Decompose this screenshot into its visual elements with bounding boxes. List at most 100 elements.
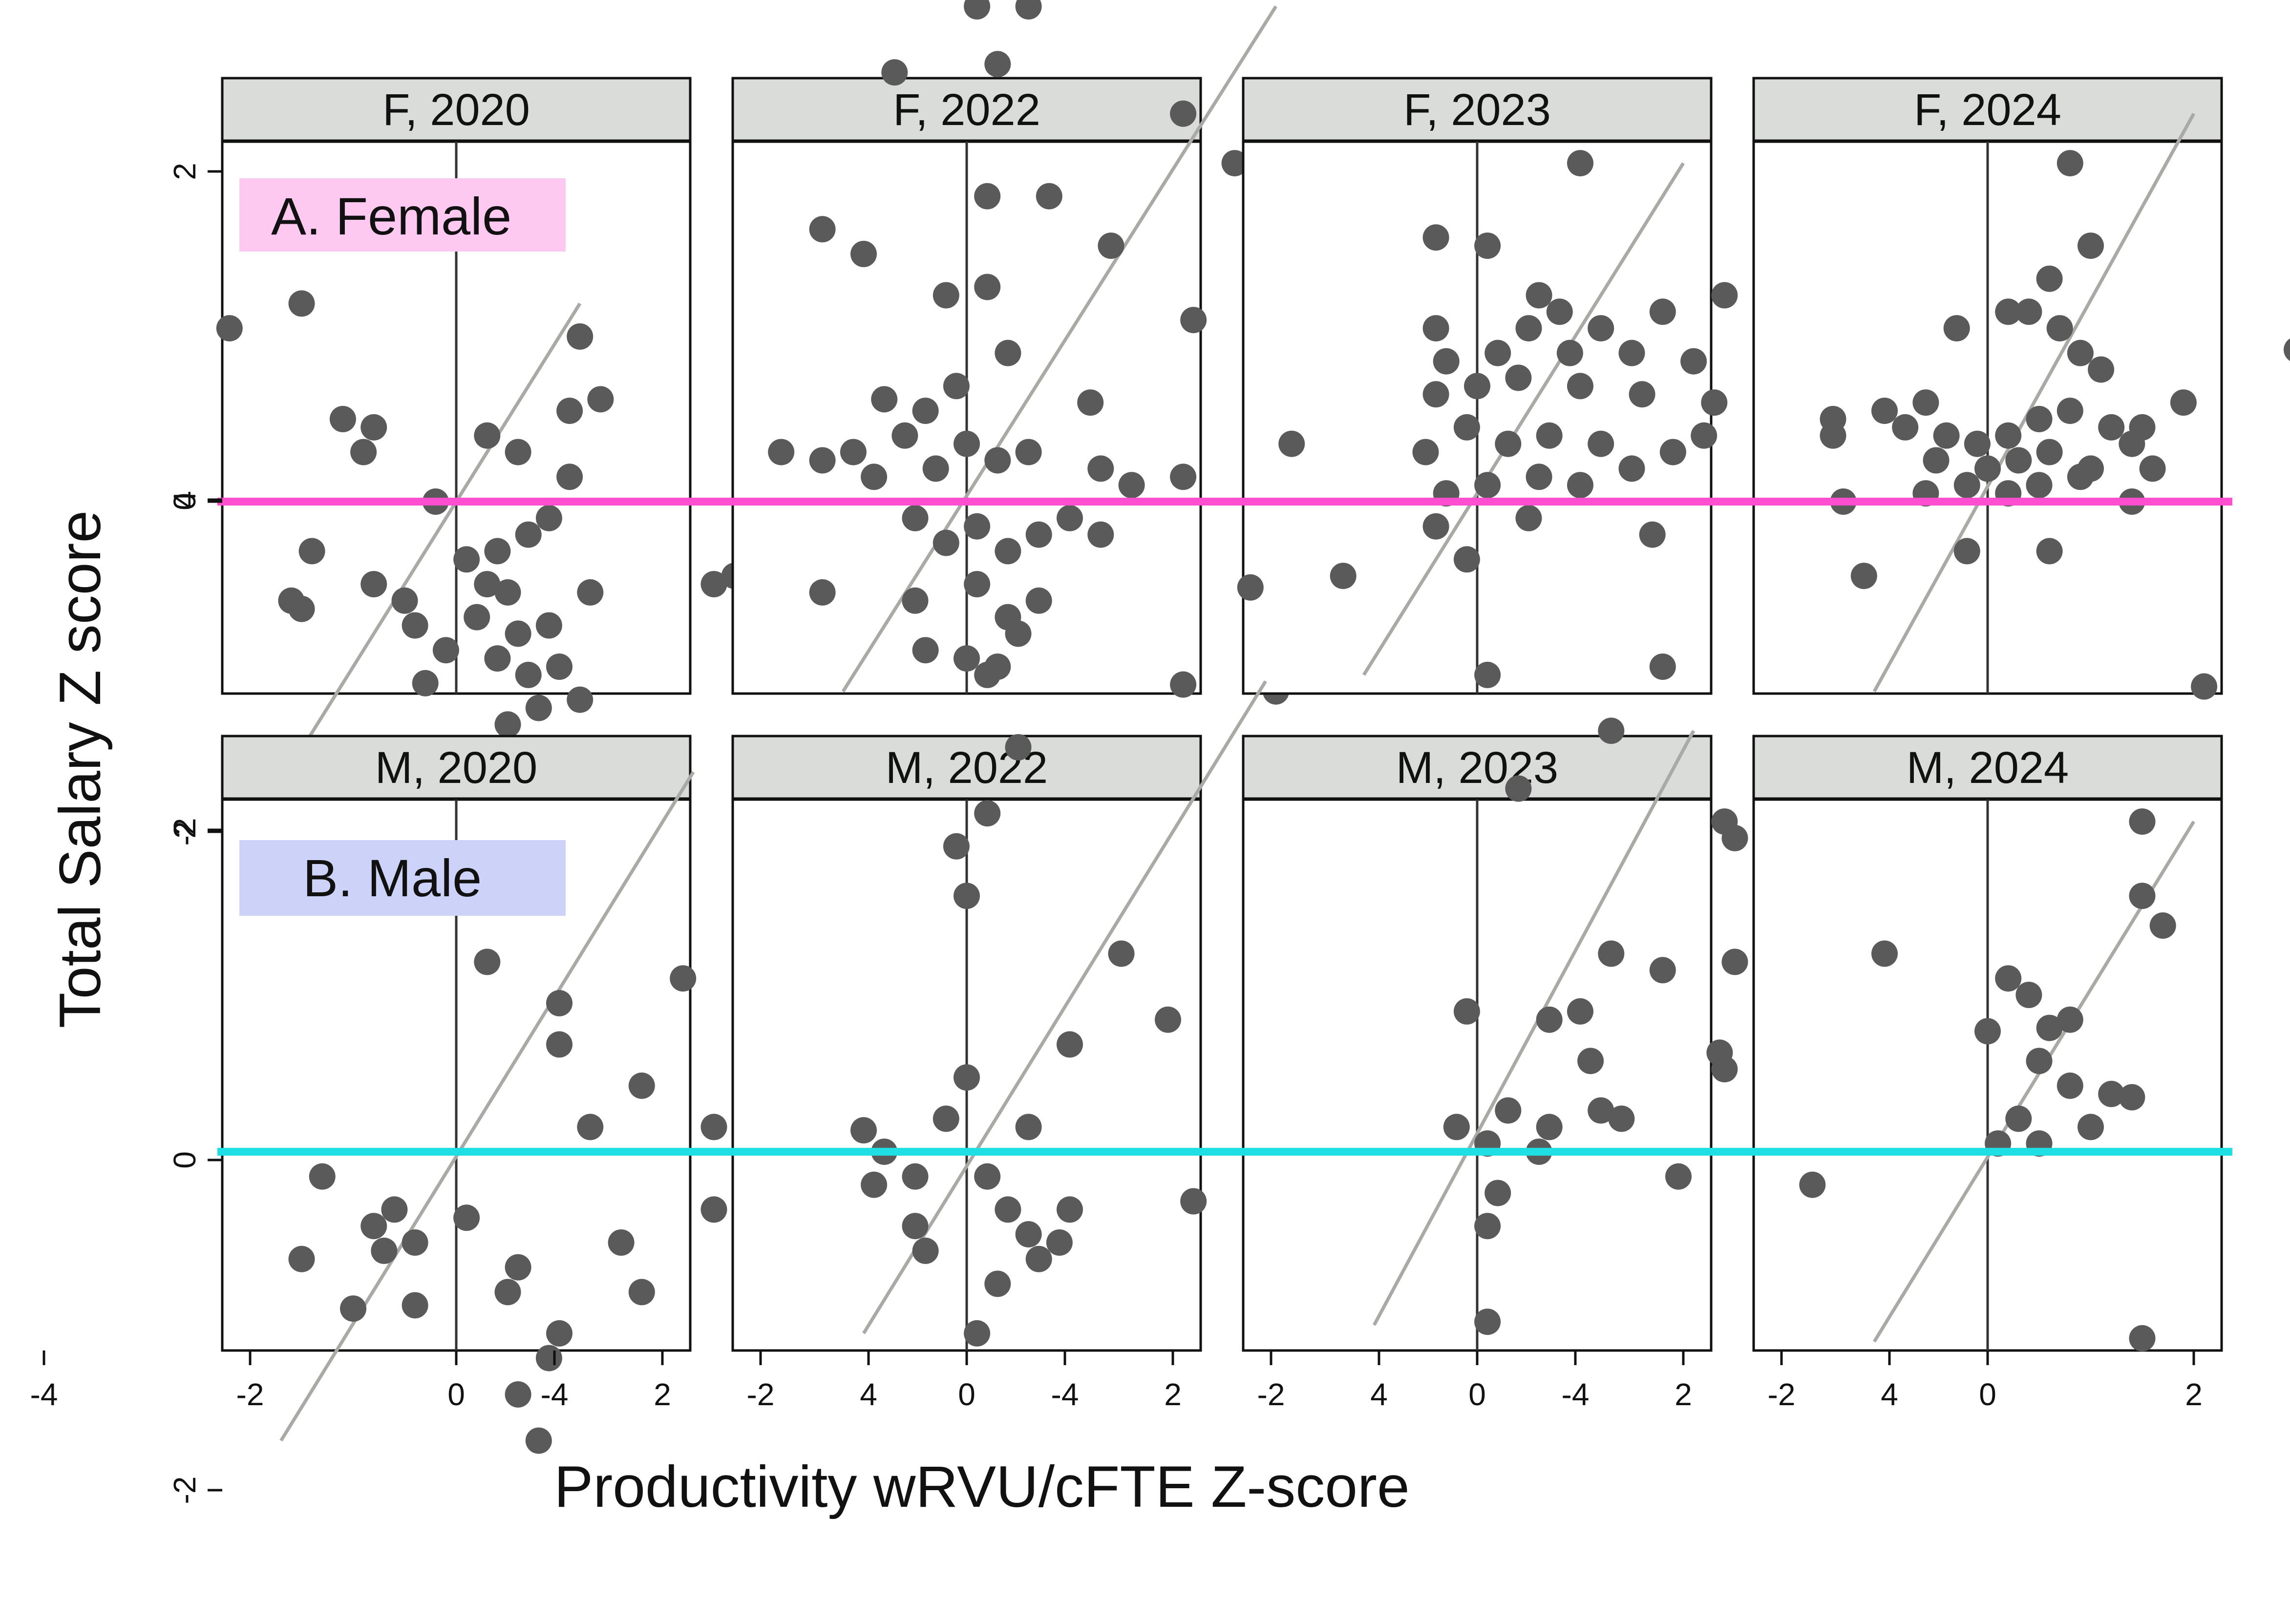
data-point <box>288 290 315 317</box>
data-point <box>412 670 439 696</box>
data-point <box>1850 563 1877 590</box>
data-point <box>1649 654 1676 680</box>
data-point <box>2036 1014 2063 1041</box>
x-tick-label: 0 <box>958 1377 975 1412</box>
x-tick-label: -2 <box>747 1377 775 1412</box>
y-tick-label: 0 <box>167 1151 202 1169</box>
data-point <box>453 1204 480 1231</box>
data-point <box>2057 1072 2083 1099</box>
panel-strip <box>1752 735 2223 800</box>
data-point <box>1892 414 1919 441</box>
fit-line <box>1372 730 1696 1326</box>
data-point <box>1155 1006 1181 1033</box>
data-point <box>1422 381 1449 408</box>
data-point <box>1680 348 1707 375</box>
data-point <box>2129 808 2156 835</box>
data-point <box>505 439 531 465</box>
data-point <box>2129 1325 2156 1352</box>
data-point <box>1608 1105 1635 1132</box>
data-point <box>1953 538 1980 565</box>
data-point <box>2026 472 2053 499</box>
data-point <box>1005 734 1032 760</box>
fit-line <box>1872 113 2196 693</box>
data-point <box>2067 339 2094 366</box>
data-point <box>912 637 939 664</box>
female-tag-box <box>239 178 566 252</box>
data-point <box>1943 315 1970 342</box>
data-point <box>628 1072 655 1099</box>
data-point <box>902 505 929 531</box>
data-point <box>515 661 542 688</box>
data-point <box>360 1213 387 1240</box>
data-point <box>984 447 1011 474</box>
data-point <box>1912 389 1939 416</box>
data-point <box>1464 373 1490 400</box>
data-point <box>974 274 1001 300</box>
data-point <box>2078 1114 2104 1140</box>
panel-strip-label: F, 2022 <box>893 85 1040 135</box>
data-point <box>2139 455 2166 482</box>
data-point <box>288 1245 315 1272</box>
data-point <box>1453 546 1480 573</box>
data-point <box>1567 150 1593 177</box>
data-point <box>1995 298 2022 325</box>
data-point <box>1974 455 2001 482</box>
data-point <box>1649 298 1676 325</box>
data-point <box>2119 430 2145 457</box>
data-point <box>1057 1031 1083 1058</box>
data-point <box>216 315 243 342</box>
panel-strip-label: M, 2020 <box>375 743 537 793</box>
data-point <box>1422 224 1449 251</box>
data-point <box>1526 464 1552 490</box>
data-point <box>474 422 501 449</box>
data-point <box>1443 1114 1470 1140</box>
data-point <box>1278 430 1305 457</box>
data-point <box>2057 150 2083 177</box>
reference-lines-layer <box>217 498 2232 1156</box>
data-point <box>1536 422 1563 449</box>
data-point <box>1995 965 2022 992</box>
panel-strip-label: M, 2024 <box>1907 743 2069 793</box>
data-point <box>628 1279 655 1306</box>
data-point <box>700 571 727 597</box>
x-tick-label: 4 <box>1370 1377 1388 1412</box>
data-point <box>546 1031 572 1058</box>
data-point <box>505 620 531 647</box>
data-point <box>1453 998 1480 1025</box>
data-point <box>453 546 480 573</box>
data-point <box>1118 472 1145 499</box>
data-point <box>1036 183 1062 210</box>
panel-m-2023: M, 2023 <box>1155 717 1789 1352</box>
x-tick-label: -4 <box>1562 1377 1590 1412</box>
data-point <box>1005 620 1032 647</box>
data-point <box>1515 505 1542 531</box>
x-tick-label: 2 <box>1164 1377 1182 1412</box>
data-point <box>1649 957 1676 984</box>
data-point <box>1412 439 1439 465</box>
data-point <box>809 579 836 606</box>
data-point <box>2098 414 2125 441</box>
y-tick-label: 4 <box>167 491 202 508</box>
data-point <box>567 686 594 713</box>
data-point <box>505 1254 531 1281</box>
panel-m-2022: M, 2022 <box>731 671 1289 1352</box>
data-point <box>474 949 501 975</box>
data-point <box>1871 398 1898 424</box>
data-point <box>1015 0 1042 20</box>
fit-line <box>1362 162 1685 676</box>
data-point <box>1505 364 1532 391</box>
data-point <box>1025 587 1052 614</box>
data-point <box>974 661 1001 688</box>
data-point <box>1995 422 2022 449</box>
data-point <box>2119 1084 2145 1111</box>
data-point <box>484 538 511 565</box>
data-point <box>371 1237 398 1264</box>
data-point <box>984 1270 1011 1297</box>
data-point <box>484 645 511 672</box>
data-point <box>871 386 898 413</box>
data-point <box>1933 422 1960 449</box>
data-point <box>1974 1018 2001 1045</box>
data-point <box>2015 982 2042 1008</box>
data-point <box>2036 265 2063 292</box>
data-point <box>1484 1180 1511 1206</box>
